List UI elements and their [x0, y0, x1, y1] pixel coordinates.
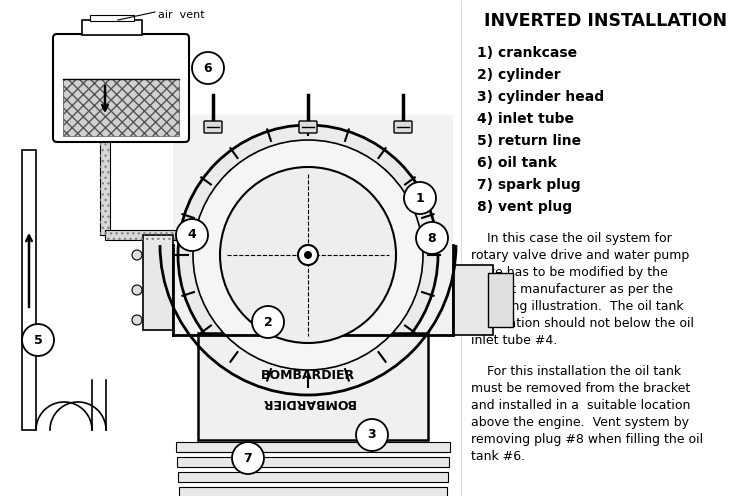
Circle shape: [356, 419, 388, 451]
Circle shape: [304, 251, 312, 259]
Text: air  vent: air vent: [158, 10, 205, 20]
Text: 4) inlet tube: 4) inlet tube: [477, 112, 574, 126]
Text: 5) return line: 5) return line: [477, 134, 581, 148]
Bar: [100, 142, 110, 235]
Text: For this installation the oil tank: For this installation the oil tank: [471, 365, 681, 378]
Text: 3: 3: [368, 429, 376, 441]
Bar: [105, 230, 218, 240]
Text: 8) vent plug: 8) vent plug: [477, 200, 572, 214]
Bar: [90, 15, 134, 21]
Text: installation should not below the oil: installation should not below the oil: [471, 317, 694, 330]
Circle shape: [176, 219, 208, 251]
Bar: [177, 457, 449, 467]
Text: In this case the oil system for: In this case the oil system for: [471, 232, 672, 245]
Text: 7) spark plug: 7) spark plug: [477, 178, 580, 192]
Bar: [179, 487, 447, 496]
Circle shape: [132, 315, 142, 325]
FancyBboxPatch shape: [299, 121, 317, 133]
Text: BOMBARDIER: BOMBARDIER: [261, 370, 355, 382]
Circle shape: [232, 442, 264, 474]
Bar: [198, 333, 428, 440]
Bar: [173, 115, 453, 335]
Circle shape: [404, 182, 436, 214]
Circle shape: [193, 140, 423, 370]
Circle shape: [298, 245, 318, 265]
Bar: [22, 150, 36, 430]
Text: must be removed from the bracket: must be removed from the bracket: [471, 382, 691, 395]
Circle shape: [416, 222, 448, 254]
Text: above the engine.  Vent system by: above the engine. Vent system by: [471, 416, 689, 429]
FancyBboxPatch shape: [394, 121, 412, 133]
Circle shape: [132, 250, 142, 260]
Bar: [63, 79, 179, 136]
Bar: [100, 142, 110, 235]
Text: 1: 1: [416, 191, 424, 204]
Text: 6) oil tank: 6) oil tank: [477, 156, 557, 170]
Text: 3) cylinder head: 3) cylinder head: [477, 90, 604, 104]
Text: BOMBARDIER: BOMBARDIER: [261, 396, 355, 409]
Text: drive has to be modified by the: drive has to be modified by the: [471, 266, 668, 279]
Text: 7: 7: [244, 451, 252, 464]
Bar: [82, 20, 142, 35]
Bar: [488, 273, 513, 327]
Circle shape: [220, 167, 396, 343]
Text: removing plug #8 when filling the oil: removing plug #8 when filling the oil: [471, 433, 704, 446]
Bar: [176, 442, 450, 452]
Circle shape: [192, 52, 224, 84]
Text: aircraft manufacturer as per the: aircraft manufacturer as per the: [471, 283, 674, 296]
Bar: [178, 472, 448, 482]
Circle shape: [178, 125, 438, 385]
Text: 8: 8: [427, 232, 436, 245]
Text: and installed in a  suitable location: and installed in a suitable location: [471, 399, 691, 412]
Bar: [453, 265, 493, 335]
Circle shape: [22, 324, 54, 356]
Text: 5: 5: [34, 333, 42, 347]
Text: 2) cylinder: 2) cylinder: [477, 68, 561, 82]
FancyBboxPatch shape: [53, 34, 189, 142]
FancyBboxPatch shape: [204, 121, 222, 133]
Text: rotary valve drive and water pump: rotary valve drive and water pump: [471, 249, 689, 262]
Bar: [105, 230, 218, 240]
Bar: [63, 79, 179, 136]
Circle shape: [132, 285, 142, 295]
Bar: [143, 235, 173, 330]
Circle shape: [252, 306, 284, 338]
Text: 1) crankcase: 1) crankcase: [477, 46, 578, 60]
Text: 6: 6: [204, 62, 212, 74]
Text: tank #6.: tank #6.: [471, 450, 525, 463]
Text: following illustration.  The oil tank: following illustration. The oil tank: [471, 300, 684, 313]
Text: 2: 2: [264, 315, 272, 328]
Text: INVERTED INSTALLATION: INVERTED INSTALLATION: [484, 12, 728, 30]
Text: 4: 4: [188, 229, 196, 242]
Text: inlet tube #4.: inlet tube #4.: [471, 334, 557, 347]
